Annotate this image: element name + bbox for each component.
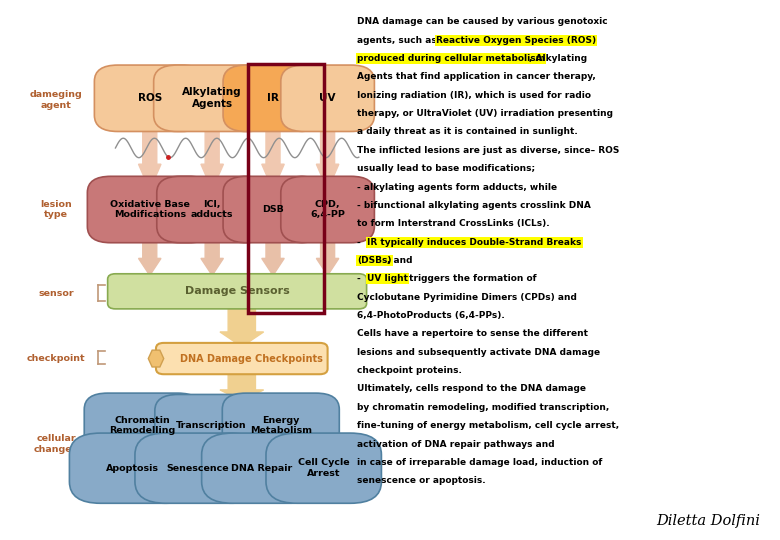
Text: agents, such as: agents, such as xyxy=(357,36,440,45)
Text: UV light: UV light xyxy=(367,274,408,284)
FancyBboxPatch shape xyxy=(94,65,205,131)
Text: , Alkylating: , Alkylating xyxy=(529,54,587,63)
Text: to form Interstrand CrossLinks (ICLs).: to form Interstrand CrossLinks (ICLs). xyxy=(357,219,550,228)
Text: a daily threat as it is contained in sunlight.: a daily threat as it is contained in sun… xyxy=(357,127,578,137)
FancyArrow shape xyxy=(139,116,161,190)
Text: usually lead to base modifications;: usually lead to base modifications; xyxy=(357,164,535,173)
FancyArrow shape xyxy=(262,227,284,275)
Text: lesions and subsequently activate DNA damage: lesions and subsequently activate DNA da… xyxy=(357,348,601,357)
FancyBboxPatch shape xyxy=(108,274,367,309)
Text: Chromatin
Remodelling: Chromatin Remodelling xyxy=(110,416,176,435)
Text: lesion
type: lesion type xyxy=(41,200,72,219)
FancyArrow shape xyxy=(201,116,223,190)
Text: Agents that find application in cancer therapy,: Agents that find application in cancer t… xyxy=(357,72,596,82)
Text: Ultimately, cells respond to the DNA damage: Ultimately, cells respond to the DNA dam… xyxy=(357,384,587,394)
Text: senescence or apoptosis.: senescence or apoptosis. xyxy=(357,476,486,485)
Text: cellular
changes: cellular changes xyxy=(34,434,78,454)
Text: (DSBs): (DSBs) xyxy=(357,256,392,265)
Text: Damage Sensors: Damage Sensors xyxy=(185,286,289,296)
FancyArrow shape xyxy=(317,227,339,275)
Text: -: - xyxy=(357,238,364,247)
Text: Transcription: Transcription xyxy=(176,421,246,430)
Text: CPD,
6,4-PP: CPD, 6,4-PP xyxy=(310,200,345,219)
Text: produced during cellular metabolism: produced during cellular metabolism xyxy=(357,54,545,63)
Text: - bifunctional alkylating agents crosslink DNA: - bifunctional alkylating agents crossli… xyxy=(357,201,591,210)
Text: DNA Damage Checkpoints: DNA Damage Checkpoints xyxy=(179,354,323,363)
Text: dameging
agent: dameging agent xyxy=(30,90,83,110)
Text: checkpoint proteins.: checkpoint proteins. xyxy=(357,366,462,375)
FancyBboxPatch shape xyxy=(69,433,196,503)
Text: fine-tuning of energy metabolism, cell cycle arrest,: fine-tuning of energy metabolism, cell c… xyxy=(357,421,619,430)
FancyBboxPatch shape xyxy=(281,65,374,131)
Text: ROS: ROS xyxy=(137,93,162,103)
FancyBboxPatch shape xyxy=(156,343,328,374)
FancyBboxPatch shape xyxy=(157,176,268,243)
Text: checkpoint: checkpoint xyxy=(27,354,86,362)
Text: Alkylating
Agents: Alkylating Agents xyxy=(183,87,242,109)
FancyBboxPatch shape xyxy=(222,393,339,458)
Text: Apoptosis: Apoptosis xyxy=(106,464,159,472)
FancyBboxPatch shape xyxy=(154,394,268,457)
FancyBboxPatch shape xyxy=(281,176,374,243)
Text: Oxidative Base
Modifications: Oxidative Base Modifications xyxy=(110,200,190,219)
Text: 6,4-PhotoProducts (6,4-PPs).: 6,4-PhotoProducts (6,4-PPs). xyxy=(357,311,505,320)
FancyBboxPatch shape xyxy=(202,433,323,503)
Text: Cells have a repertoire to sense the different: Cells have a repertoire to sense the dif… xyxy=(357,329,588,339)
Text: DNA damage can be caused by various genotoxic: DNA damage can be caused by various geno… xyxy=(357,17,608,26)
Text: UV: UV xyxy=(319,93,336,103)
FancyBboxPatch shape xyxy=(223,65,323,131)
Text: ICl,
adducts: ICl, adducts xyxy=(191,200,233,219)
Text: Cyclobutane Pyrimidine Dimers (CPDs) and: Cyclobutane Pyrimidine Dimers (CPDs) and xyxy=(357,293,577,302)
Text: - alkylating agents form adducts, while: - alkylating agents form adducts, while xyxy=(357,183,558,192)
Polygon shape xyxy=(148,350,164,367)
FancyArrow shape xyxy=(139,227,161,275)
FancyBboxPatch shape xyxy=(223,176,323,243)
Text: IR: IR xyxy=(267,93,279,103)
FancyArrow shape xyxy=(317,116,339,190)
Text: Cell Cycle
Arrest: Cell Cycle Arrest xyxy=(298,458,349,478)
Text: therapy, or UltraViolet (UV) irradiation presenting: therapy, or UltraViolet (UV) irradiation… xyxy=(357,109,613,118)
FancyBboxPatch shape xyxy=(135,433,261,503)
Text: DSB: DSB xyxy=(262,205,284,214)
Bar xyxy=(248,64,324,313)
FancyArrow shape xyxy=(220,370,264,401)
Text: , and: , and xyxy=(387,256,412,265)
FancyBboxPatch shape xyxy=(87,176,212,243)
Text: -: - xyxy=(357,274,364,284)
Text: Senescence: Senescence xyxy=(167,464,229,472)
Text: Ionizing radiation (IR), which is used for radio: Ionizing radiation (IR), which is used f… xyxy=(357,91,591,100)
FancyArrow shape xyxy=(220,305,264,347)
Text: DNA Repair: DNA Repair xyxy=(232,464,292,472)
FancyBboxPatch shape xyxy=(84,393,201,458)
Text: sensor: sensor xyxy=(38,289,74,298)
FancyBboxPatch shape xyxy=(266,433,381,503)
FancyBboxPatch shape xyxy=(154,65,271,131)
Text: in case of irreparable damage load, induction of: in case of irreparable damage load, indu… xyxy=(357,458,603,467)
Text: triggers the formation of: triggers the formation of xyxy=(406,274,537,284)
Text: The inflicted lesions are just as diverse, since– ROS: The inflicted lesions are just as divers… xyxy=(357,146,619,155)
FancyArrow shape xyxy=(201,227,223,275)
Text: Diletta Dolfini: Diletta Dolfini xyxy=(657,514,760,528)
Text: by chromatin remodeling, modified transcription,: by chromatin remodeling, modified transc… xyxy=(357,403,609,412)
Text: Energy
Metabolism: Energy Metabolism xyxy=(250,416,312,435)
FancyArrow shape xyxy=(262,116,284,190)
Text: activation of DNA repair pathways and: activation of DNA repair pathways and xyxy=(357,440,555,449)
Text: IR typically induces Double-Strand Breaks: IR typically induces Double-Strand Break… xyxy=(367,238,581,247)
Text: Reactive Oxygen Species (ROS): Reactive Oxygen Species (ROS) xyxy=(436,36,596,45)
